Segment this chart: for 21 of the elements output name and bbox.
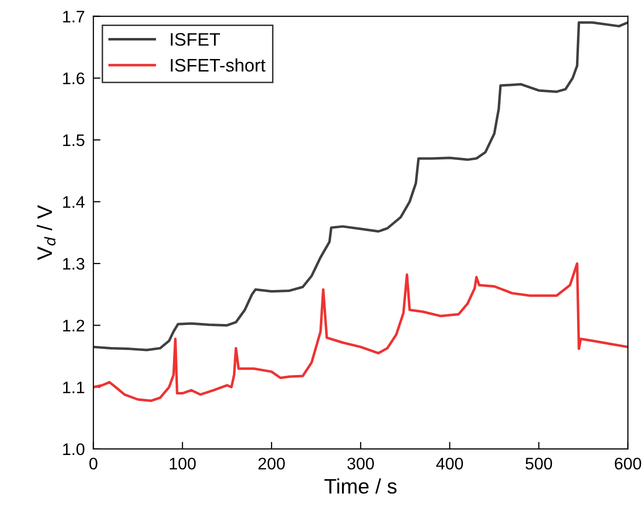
x-tick-label: 200: [258, 458, 285, 470]
x-tick-label: 400: [436, 458, 463, 470]
y-tick-label: 1.1: [63, 382, 84, 394]
x-tick-label: 600: [614, 458, 642, 470]
x-tick-label: 100: [170, 458, 196, 470]
y-tick-label: 1.0: [63, 443, 84, 456]
y-axis-title: V$_{d}$ / V: [36, 205, 56, 260]
x-axis-title: Time / s: [324, 478, 397, 494]
y-tick-label: 1.2: [63, 320, 84, 332]
y-tick-label: 1.4: [63, 196, 85, 208]
legend-label: ISFET: [170, 33, 220, 46]
x-tick-label: 500: [526, 458, 552, 470]
legend-label: ISFET-short: [170, 58, 266, 72]
x-tick-label: 0: [89, 458, 98, 470]
y-tick-label: 1.3: [63, 258, 84, 270]
x-tick-label: 300: [347, 458, 374, 470]
y-tick-label: 1.6: [63, 72, 84, 84]
y-tick-label: 1.5: [63, 134, 84, 146]
line-series: [93, 21, 628, 352]
y-tick-label: 1.7: [63, 10, 84, 22]
line-series: [93, 262, 628, 402]
